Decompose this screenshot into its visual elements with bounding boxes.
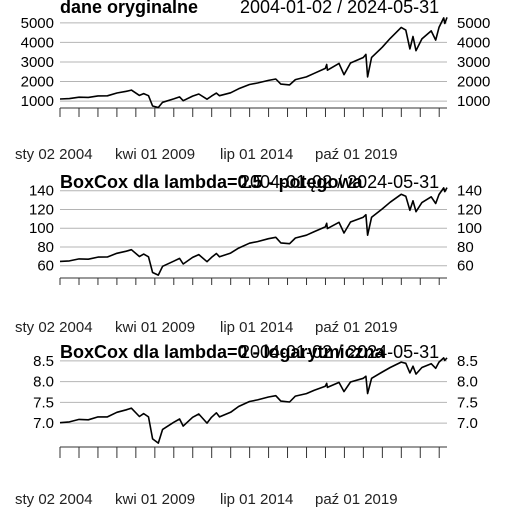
y-tick-label-right: 2000 xyxy=(457,74,490,91)
y-tick-label-left: 8.5 xyxy=(33,353,54,370)
x-tick-label: paź 01 2019 xyxy=(315,146,398,163)
y-tick-label-right: 140 xyxy=(457,183,482,200)
chart-panel: 7.0 7.0 7.5 7.5 8.0 8.0 8.5 8.5 BoxCox dla lambd… xyxy=(15,342,478,508)
y-tick-label-right: 7.0 xyxy=(457,415,478,432)
y-tick-label-left: 140 xyxy=(29,183,54,200)
x-tick-label: kwi 01 2009 xyxy=(115,146,195,163)
x-tick-label: lip 01 2014 xyxy=(220,491,293,508)
y-tick-label-left: 1000 xyxy=(21,93,54,110)
panel-title: dane oryginalne xyxy=(60,0,198,17)
x-tick-label: sty 02 2004 xyxy=(15,491,93,508)
y-tick-label-right: 60 xyxy=(457,258,474,275)
x-tick-label: kwi 01 2009 xyxy=(115,319,195,336)
series-line xyxy=(59,17,448,109)
y-tick-label-right: 8.0 xyxy=(457,374,478,391)
y-tick-label-left: 5000 xyxy=(21,15,54,32)
x-tick-label: paź 01 2019 xyxy=(315,319,398,336)
x-tick-label: sty 02 2004 xyxy=(15,319,93,336)
y-tick-label-right: 3000 xyxy=(457,54,490,71)
panel-title: BoxCox dla lambda=0 - logarytmiczna xyxy=(60,342,386,362)
y-tick-label-right: 120 xyxy=(457,201,482,218)
y-tick-label-left: 60 xyxy=(37,258,54,275)
y-tick-label-right: 5000 xyxy=(457,15,490,32)
y-tick-label-left: 8.0 xyxy=(33,374,54,391)
y-tick-label-left: 3000 xyxy=(21,54,54,71)
y-tick-label-left: 100 xyxy=(29,220,54,237)
x-tick-label: sty 02 2004 xyxy=(15,146,93,163)
panel-title: BoxCox dla lambda=0.5 - potęgowa xyxy=(60,172,364,192)
y-tick-label-left: 4000 xyxy=(21,34,54,51)
x-tick-label: paź 01 2019 xyxy=(315,491,398,508)
y-tick-label-left: 120 xyxy=(29,201,54,218)
y-tick-label-left: 2000 xyxy=(21,74,54,91)
x-tick-label: kwi 01 2009 xyxy=(115,491,195,508)
y-tick-label-right: 4000 xyxy=(457,34,490,51)
y-tick-label-left: 7.0 xyxy=(33,415,54,432)
series-line xyxy=(59,187,448,276)
series-line xyxy=(59,357,448,444)
y-tick-label-left: 80 xyxy=(37,239,54,256)
x-tick-label: lip 01 2014 xyxy=(220,319,293,336)
y-tick-label-right: 1000 xyxy=(457,93,490,110)
x-tick-label: lip 01 2014 xyxy=(220,146,293,163)
y-tick-label-right: 7.5 xyxy=(457,394,478,411)
date-range-label: 2004-01-02 / 2024-05-31 xyxy=(240,0,439,17)
date-range-label: 2004-01-02 / 2024-05-31 xyxy=(240,342,439,362)
date-range-label: 2004-01-02 / 2024-05-31 xyxy=(240,172,439,192)
y-tick-label-left: 7.5 xyxy=(33,394,54,411)
y-tick-label-right: 100 xyxy=(457,220,482,237)
chart-panel: 1000 1000 2000 2000 3000 3000 4000 4000 5000 5000… xyxy=(15,0,490,163)
y-tick-label-right: 80 xyxy=(457,239,474,256)
y-tick-label-right: 8.5 xyxy=(457,353,478,370)
